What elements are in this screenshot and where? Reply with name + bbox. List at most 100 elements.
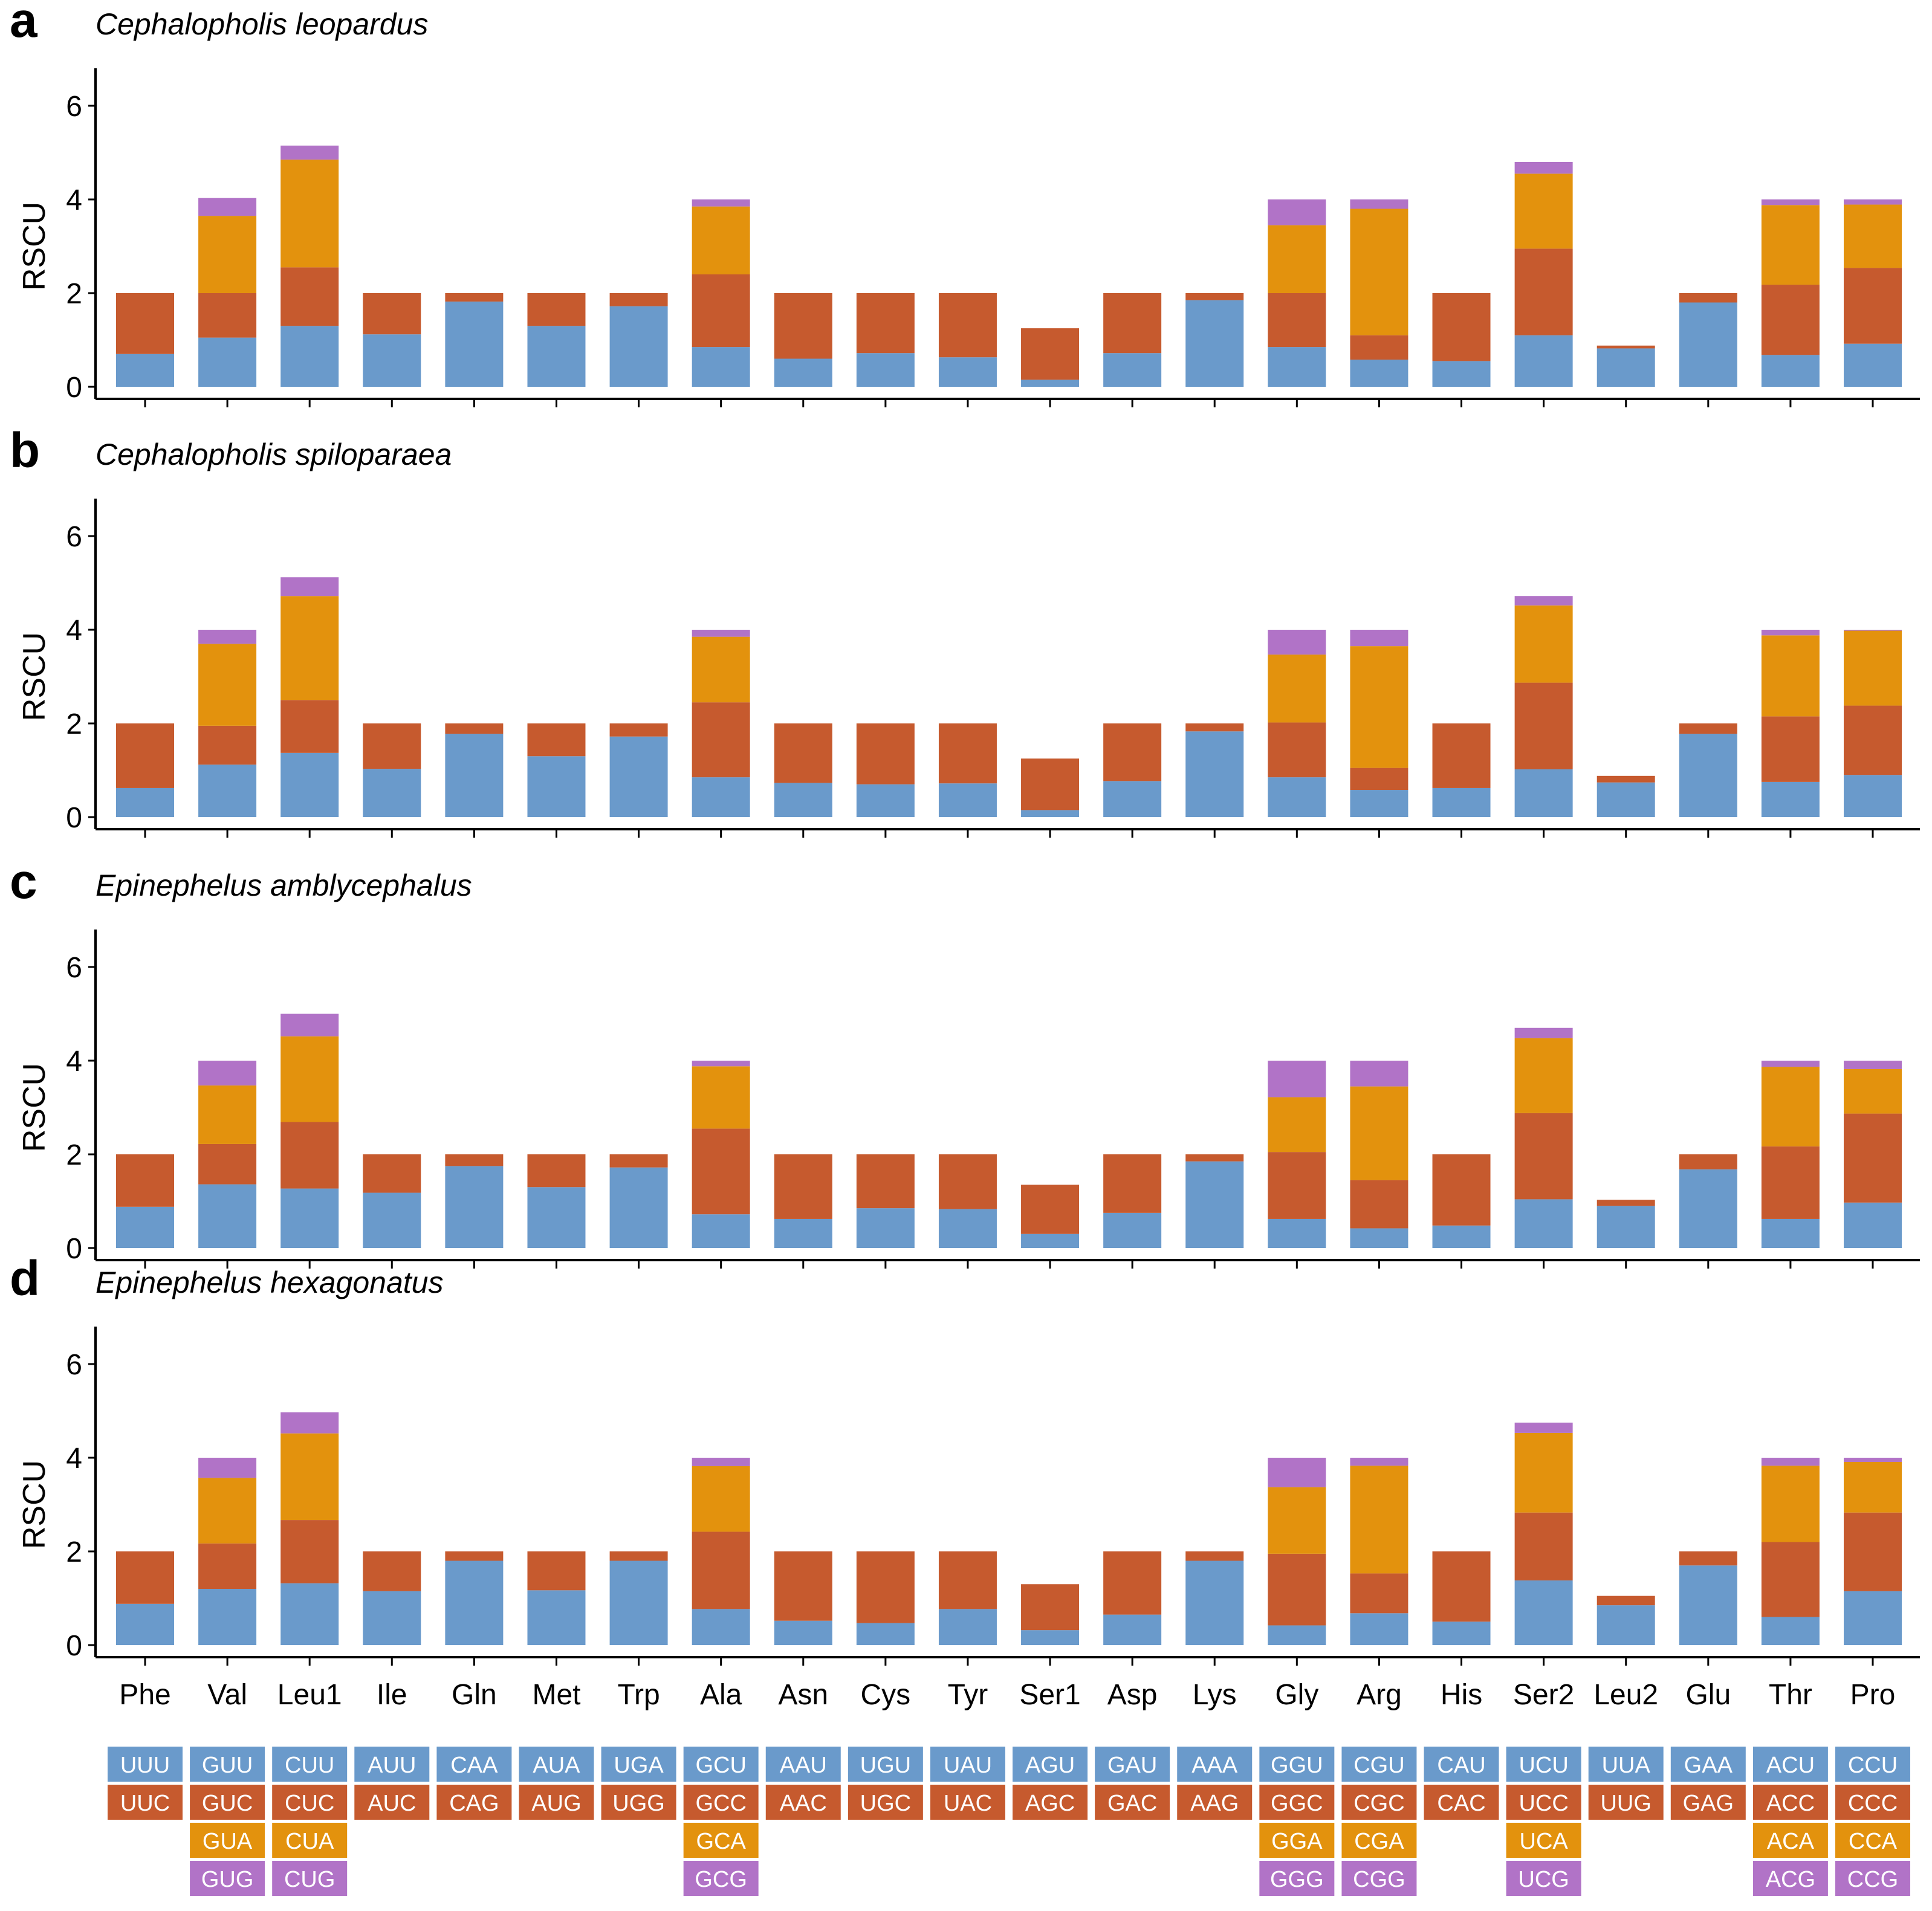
bar-segment-val-2	[198, 1143, 257, 1185]
bar-segment-leu2-1	[1596, 1206, 1655, 1248]
bar-segment-cys-2	[856, 1154, 915, 1209]
bar-segment-ser2-3	[1514, 1432, 1573, 1513]
codon-box	[1341, 1823, 1417, 1858]
bar-segment-ser2-2	[1514, 1512, 1573, 1581]
bar-segment-val-2	[198, 725, 257, 765]
bar-segment-pro-2	[1844, 268, 1902, 344]
codon-label: CCC	[1848, 1791, 1898, 1816]
bar-segment-arg-3	[1350, 646, 1408, 768]
bar-segment-trp-1	[609, 1167, 668, 1248]
bar-segment-leu1-2	[280, 267, 339, 326]
x-tick-label: Ser1	[1019, 1679, 1080, 1711]
bar-segment-glu-2	[1679, 1154, 1737, 1169]
bar-segment-ala-3	[692, 206, 750, 274]
codon-box	[1752, 1747, 1828, 1782]
codon-box	[1506, 1861, 1581, 1896]
x-tick-label: Asp	[1107, 1679, 1158, 1711]
bar-segment-ser2-4	[1514, 1027, 1573, 1038]
codon-box	[190, 1861, 265, 1896]
bar-segment-gln-1	[445, 734, 504, 817]
x-tick-label: Thr	[1769, 1679, 1812, 1711]
bar-segment-gly-3	[1268, 1487, 1326, 1554]
bar-segment-arg-1	[1350, 1613, 1408, 1645]
bar-segment-gly-1	[1268, 347, 1326, 387]
bar-segment-asp-1	[1103, 1614, 1162, 1645]
codon-box	[1013, 1785, 1088, 1820]
codon-box	[436, 1747, 512, 1782]
bar-segment-leu2-1	[1596, 348, 1655, 387]
y-tick-label: 0	[66, 802, 82, 834]
bar-segment-gly-2	[1268, 722, 1326, 778]
bar-segment-phe-2	[116, 1551, 174, 1604]
codon-label: UAC	[944, 1791, 992, 1816]
bar-segment-trp-2	[609, 723, 668, 737]
bar-segment-ala-2	[692, 274, 750, 348]
bar-segment-arg-3	[1350, 1466, 1408, 1574]
bar-segment-gly-4	[1268, 1061, 1326, 1098]
bar-segment-pro-2	[1844, 1512, 1902, 1591]
bar-segment-gln-2	[445, 723, 504, 734]
bar-segment-ile-1	[363, 1591, 421, 1645]
bar-segment-glu-1	[1679, 734, 1737, 817]
bar-segment-his-2	[1432, 1551, 1491, 1622]
bar-segment-asn-2	[774, 1551, 832, 1621]
bar-segment-glu-1	[1679, 1169, 1737, 1248]
codon-box	[272, 1823, 348, 1858]
bar-segment-gly-1	[1268, 1218, 1326, 1248]
codon-box	[354, 1785, 430, 1820]
bar-segment-gln-2	[445, 293, 504, 302]
bar-segment-gly-1	[1268, 777, 1326, 817]
bar-segment-val-4	[198, 630, 257, 644]
bar-segment-ala-4	[692, 199, 750, 207]
x-tick-label: Pro	[1850, 1679, 1896, 1711]
bar-segment-ser1-1	[1021, 1234, 1080, 1248]
codon-box	[1177, 1747, 1253, 1782]
bar-segment-ala-2	[692, 1531, 750, 1609]
y-tick-label: 4	[66, 1046, 82, 1078]
codon-label: CGC	[1353, 1791, 1404, 1816]
y-tick-label: 6	[66, 91, 82, 123]
x-tick-label: Glu	[1685, 1679, 1731, 1711]
bar-segment-val-2	[198, 293, 257, 338]
y-tick-label: 2	[66, 1536, 82, 1568]
bar-segment-ser1-2	[1021, 1185, 1080, 1234]
bar-segment-arg-3	[1350, 209, 1408, 335]
species-title: Epinephelus hexagonatus	[96, 1266, 443, 1299]
bar-segment-asp-1	[1103, 781, 1162, 817]
bar-segment-asn-1	[774, 783, 832, 817]
bar-segment-ser1-1	[1021, 810, 1080, 817]
bar-segment-val-4	[198, 198, 257, 216]
bar-segment-trp-1	[609, 306, 668, 387]
bar-segment-pro-4	[1844, 1061, 1902, 1069]
bar-segment-ile-1	[363, 1192, 421, 1248]
codon-box	[1752, 1785, 1828, 1820]
bar-segment-pro-3	[1844, 204, 1902, 268]
bar-segment-ser2-4	[1514, 162, 1573, 174]
bar-segment-val-4	[198, 1061, 257, 1086]
bar-segment-asp-2	[1103, 723, 1162, 781]
bar-segment-gln-1	[445, 301, 504, 387]
bar-segment-pro-1	[1844, 343, 1902, 387]
bar-segment-gly-2	[1268, 293, 1326, 348]
codon-box	[1341, 1785, 1417, 1820]
bar-segment-phe-1	[116, 1206, 174, 1248]
codon-box	[601, 1747, 676, 1782]
codon-label: AUG	[531, 1791, 581, 1816]
codon-box	[1424, 1747, 1499, 1782]
codon-label: GUU	[202, 1753, 253, 1778]
codon-label: GGA	[1271, 1829, 1323, 1854]
codon-box	[848, 1785, 923, 1820]
bar-segment-ala-1	[692, 1214, 750, 1248]
bar-segment-phe-1	[116, 354, 174, 387]
bar-segment-lys-1	[1185, 300, 1244, 387]
bar-segment-pro-4	[1844, 630, 1902, 631]
codon-box	[354, 1747, 430, 1782]
bar-segment-arg-4	[1350, 1061, 1408, 1087]
bar-segment-glu-1	[1679, 1565, 1737, 1645]
codon-label: AAC	[780, 1791, 827, 1816]
bar-segment-asn-2	[774, 1154, 832, 1219]
bar-segment-ser2-4	[1514, 1422, 1573, 1433]
codon-box	[1095, 1747, 1170, 1782]
bar-segment-met-1	[527, 326, 586, 387]
x-tick-label: Ser2	[1513, 1679, 1574, 1711]
